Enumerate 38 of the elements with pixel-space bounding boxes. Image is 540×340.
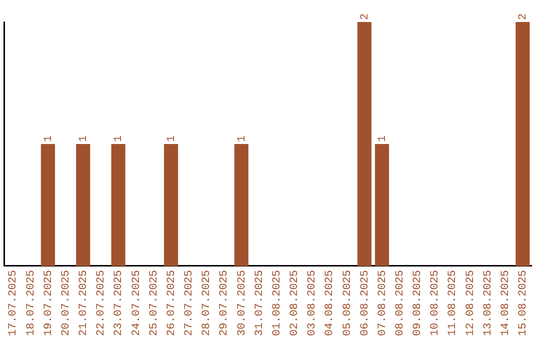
data-label: 2: [518, 13, 530, 20]
x-tick-label: 20.07.2025: [60, 270, 72, 336]
x-tick-label: 12.08.2025: [464, 270, 477, 336]
x-tick-label: 21.07.2025: [78, 270, 90, 336]
x-tick-label: 04.08.2025: [324, 270, 336, 336]
data-label: 1: [166, 134, 178, 142]
data-label: 2: [359, 13, 372, 20]
x-tick-label: 15.08.2025: [518, 270, 530, 336]
data-label: 1: [236, 134, 248, 142]
data-label: 1: [78, 134, 90, 142]
x-tick-label: 19.07.2025: [42, 270, 55, 336]
x-tick-label: 08.08.2025: [394, 270, 406, 336]
x-tick-label: 10.08.2025: [430, 270, 442, 336]
data-label: 1: [42, 134, 55, 142]
x-tick-label: 09.08.2025: [412, 270, 424, 336]
x-tick-label: 01.08.2025: [271, 270, 284, 336]
x-tick-label: 26.07.2025: [166, 270, 178, 336]
x-tick-label: 25.07.2025: [148, 270, 160, 336]
x-tick-label: 14.08.2025: [500, 270, 512, 336]
x-tick-label: 22.07.2025: [96, 270, 108, 336]
x-tick-label: 23.07.2025: [113, 270, 126, 336]
x-tick-label: 24.07.2025: [130, 270, 143, 336]
x-tick-label: 31.07.2025: [254, 270, 266, 336]
x-tick-label: 03.08.2025: [306, 270, 319, 336]
x-tick-label: 13.08.2025: [482, 270, 494, 336]
data-label: 1: [113, 134, 126, 142]
x-tick-label: 28.07.2025: [201, 270, 214, 336]
x-tick-label: 30.07.2025: [236, 270, 248, 336]
x-tick-label: 07.08.2025: [376, 270, 389, 336]
x-tick-label: 02.08.2025: [289, 270, 302, 336]
x-tick-label: 06.08.2025: [359, 270, 372, 336]
x-tick-label: 17.07.2025: [8, 270, 20, 336]
data-label: 1: [376, 134, 389, 142]
x-tick-label: 11.08.2025: [447, 270, 460, 336]
x-tick-label: 29.07.2025: [218, 270, 231, 336]
x-tick-label: 18.07.2025: [25, 270, 38, 336]
x-tick-label: 05.08.2025: [342, 270, 354, 336]
x-tick-label: 27.07.2025: [184, 270, 196, 336]
